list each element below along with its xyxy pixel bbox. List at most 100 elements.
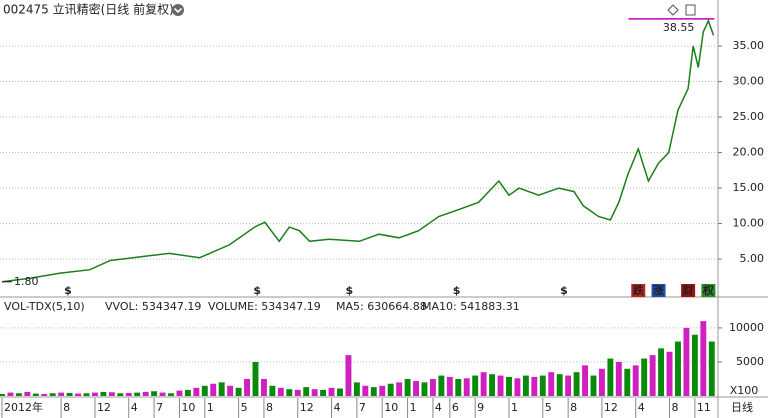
volume-bar — [117, 393, 124, 396]
volume-bar — [641, 358, 648, 396]
volume-bar — [66, 392, 73, 396]
volume-bar — [700, 321, 707, 396]
event-icon-bg — [631, 284, 646, 297]
volume-bar — [480, 372, 487, 396]
volume-bar — [320, 389, 327, 396]
unit-label: X100 — [730, 384, 759, 397]
legend-text: VOLUME: 534347.19 — [208, 300, 321, 313]
event-marker: 跌 — [633, 283, 645, 297]
volume-bar — [362, 385, 369, 396]
volume-bar — [429, 378, 436, 396]
volume-bar — [151, 391, 158, 396]
volume-bar — [252, 361, 259, 396]
volume-bar — [463, 378, 470, 396]
volume-bar — [337, 388, 343, 396]
volume-bar — [0, 393, 5, 396]
volume-bar — [446, 376, 453, 396]
volume-bar — [615, 361, 622, 396]
volume-bar — [311, 389, 318, 396]
volume-bar — [675, 341, 681, 396]
volume-bar — [658, 348, 665, 396]
volume-bar — [565, 375, 572, 396]
volume-bar — [303, 387, 310, 396]
legend-text: MA5: 630664.88 — [336, 300, 427, 313]
volume-bar — [58, 392, 65, 396]
volume-bar — [607, 358, 614, 396]
volume-bar — [142, 391, 149, 396]
volume-bar — [108, 392, 115, 396]
volume-bar — [649, 355, 656, 396]
event-icon-bg — [651, 284, 666, 297]
volume-bar — [125, 392, 132, 396]
volume-bar — [666, 351, 673, 396]
chart-title: 002475 立讯精密(日线 前复权) — [3, 2, 174, 17]
y-tick-label: 30.00 — [733, 75, 765, 88]
volume-bar — [134, 392, 141, 396]
volume-bar — [100, 391, 107, 396]
x-tick-label: 4 — [435, 401, 442, 414]
volume-bar — [24, 391, 31, 396]
volume-bar — [683, 327, 690, 396]
volume-bar — [15, 393, 22, 396]
volume-bar — [83, 393, 90, 396]
y-tick-label: 5000 — [736, 355, 764, 368]
volume-bar — [244, 378, 250, 396]
price-line — [1, 18, 715, 283]
x-tick-label: 9 — [477, 401, 484, 414]
volume-bar — [598, 368, 605, 396]
volume-bar — [75, 393, 82, 396]
volume-bar — [708, 341, 715, 396]
event-marker: $ — [345, 284, 353, 297]
x-tick-label: 4 — [334, 401, 341, 414]
volume-bar — [438, 375, 445, 396]
volume-bar — [590, 375, 597, 396]
volume-bar — [218, 382, 225, 396]
x-tick-label: 4 — [638, 401, 645, 414]
window-icon[interactable] — [685, 4, 696, 16]
volume-bar — [370, 387, 377, 396]
volume-bar — [455, 378, 462, 396]
event-marker: 权 — [702, 283, 715, 297]
event-marker: $ — [64, 284, 72, 297]
volume-bar — [404, 378, 411, 396]
legend-text: MA10: 541883.31 — [422, 300, 520, 313]
period-label[interactable]: 日线 — [731, 400, 753, 414]
volume-bar — [506, 376, 512, 396]
menu-button[interactable] — [172, 4, 184, 16]
event-marker: $ — [453, 284, 461, 297]
x-tick-label: 8 — [266, 401, 273, 414]
y-tick-label: 25.00 — [733, 110, 765, 123]
volume-bar — [345, 355, 352, 396]
volume-bar — [294, 389, 301, 396]
x-tick-label: 5 — [241, 401, 248, 414]
diamond-icon[interactable] — [667, 4, 679, 16]
volume-bar — [269, 385, 276, 396]
x-tick-label: 12 — [97, 401, 111, 414]
volume-bar — [582, 365, 588, 396]
x-tick-label: 7 — [359, 401, 366, 414]
volume-bar — [7, 392, 14, 396]
volume-bar — [49, 393, 56, 396]
legend-text: VVOL: 534347.19 — [105, 300, 201, 313]
volume-bar — [497, 375, 504, 396]
event-icon-bg — [681, 284, 696, 297]
volume-bar — [91, 392, 98, 396]
volume-bar — [573, 372, 580, 396]
volume-bar — [286, 389, 293, 396]
volume-bar — [472, 375, 479, 396]
event-marker: $ — [560, 284, 568, 297]
volume-bar — [396, 382, 403, 396]
x-tick-label: 1 — [207, 401, 214, 414]
volume-bar — [556, 374, 563, 396]
volume-bar — [353, 382, 360, 396]
volume-bar — [413, 381, 419, 396]
y-tick-label: 5.00 — [740, 252, 765, 265]
x-tick-label: 12 — [300, 401, 314, 414]
x-tick-label: 1 — [410, 401, 417, 414]
volume-bar — [176, 390, 183, 396]
x-tick-label: 1 — [511, 401, 518, 414]
volume-bar — [277, 387, 284, 396]
volume-bar — [522, 375, 529, 396]
x-tick-label: 8 — [63, 401, 70, 414]
